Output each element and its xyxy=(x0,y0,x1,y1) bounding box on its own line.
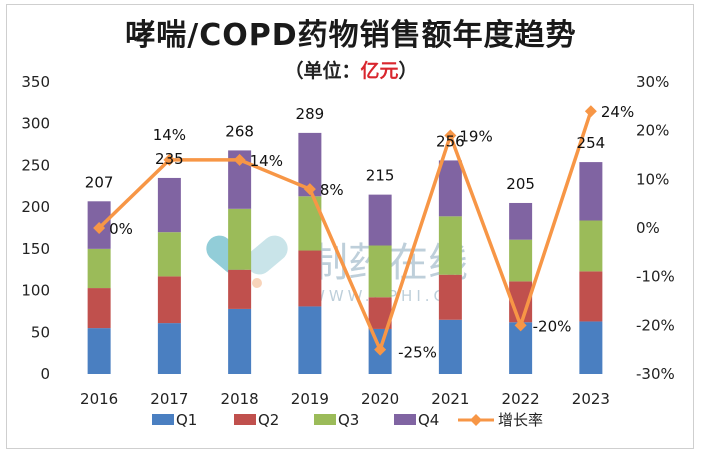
total-label: 256 xyxy=(436,132,465,150)
chart-subtitle: （单位：亿元） xyxy=(0,56,702,83)
y-right-tick-label: -30% xyxy=(636,365,675,383)
subtitle-suffix: ） xyxy=(398,60,418,82)
y-right-tick-label: 0% xyxy=(636,219,660,237)
bar-q4 xyxy=(368,194,392,246)
legend-label: Q1 xyxy=(176,411,197,429)
legend-swatch-q4 xyxy=(394,414,416,425)
y-left-tick-label: 300 xyxy=(21,115,50,133)
growth-label: -25% xyxy=(398,344,437,362)
bar-q1 xyxy=(298,306,322,374)
bar-q4 xyxy=(509,202,533,240)
growth-point xyxy=(514,319,527,332)
growth-line-layer xyxy=(93,105,597,356)
subtitle-unit: 亿元 xyxy=(360,60,399,82)
bar-q2 xyxy=(298,250,322,307)
growth-point xyxy=(303,183,316,196)
x-tick-label: 2018 xyxy=(221,390,259,408)
y-right-tick-label: 10% xyxy=(636,170,669,188)
bar-q4 xyxy=(298,132,322,197)
x-tick-label: 2022 xyxy=(502,390,540,408)
bar-q1 xyxy=(157,323,181,374)
legend-label: Q3 xyxy=(338,411,359,429)
data-labels: 207 235 268 289 215 256 205 254 0% 14% 14% 8% -25% 19… xyxy=(85,103,634,361)
growth-label: 8% xyxy=(320,181,344,199)
y-left-tick-label: 350 xyxy=(21,73,50,91)
growth-label: 0% xyxy=(109,220,133,238)
bar-q3 xyxy=(87,248,111,289)
total-label: 268 xyxy=(225,122,254,140)
bar-q3 xyxy=(579,220,603,272)
growth-label: -20% xyxy=(533,317,572,335)
legend-marker-growth xyxy=(470,414,482,426)
x-tick-label: 2017 xyxy=(150,390,188,408)
growth-label: 14% xyxy=(153,126,186,144)
bar-q1 xyxy=(509,322,533,374)
axes: 050100150200250300350-30%-20%-10%0%10%20… xyxy=(21,73,674,408)
y-right-tick-label: 30% xyxy=(636,73,669,91)
legend: Q1 Q2 Q3 Q4 增长率 xyxy=(152,411,543,429)
bar-q4 xyxy=(157,177,181,233)
legend-swatch-q1 xyxy=(152,414,174,425)
bar-q3 xyxy=(438,216,462,275)
growth-label: 14% xyxy=(250,152,283,170)
growth-point xyxy=(584,105,597,118)
bar-q1 xyxy=(228,308,252,374)
y-left-tick-label: 100 xyxy=(21,282,50,300)
bar-q2 xyxy=(579,271,603,322)
bar-q4 xyxy=(438,160,462,217)
bar-q1 xyxy=(579,321,603,374)
bars xyxy=(87,132,603,374)
legend-label: Q2 xyxy=(258,411,279,429)
x-tick-label: 2021 xyxy=(431,390,469,408)
y-left-tick-label: 0 xyxy=(40,365,50,383)
bar-q2 xyxy=(368,297,392,329)
subtitle-prefix: （单位： xyxy=(284,60,361,82)
y-left-tick-label: 250 xyxy=(21,156,50,174)
growth-point xyxy=(93,222,106,234)
total-label: 215 xyxy=(366,167,395,185)
legend-label: Q4 xyxy=(418,411,439,429)
bar-q3 xyxy=(298,196,322,251)
y-right-tick-label: -10% xyxy=(636,268,675,286)
bar-q2 xyxy=(157,276,181,324)
bar-q4 xyxy=(228,150,252,209)
total-label: 235 xyxy=(155,150,184,168)
growth-point xyxy=(163,153,176,166)
y-left-tick-label: 150 xyxy=(21,240,50,258)
bar-q3 xyxy=(157,232,181,277)
chart-title: 哮喘/COPD药物销售额年度趋势 xyxy=(125,18,577,53)
bar-q2 xyxy=(438,274,462,320)
growth-point xyxy=(374,343,387,356)
bar-q2 xyxy=(87,288,111,329)
bar-q3 xyxy=(368,245,392,298)
growth-label: 19% xyxy=(459,128,492,146)
x-tick-label: 2023 xyxy=(572,390,610,408)
chart-frame xyxy=(6,4,694,449)
bar-q4 xyxy=(579,162,603,221)
bar-q1 xyxy=(438,319,462,374)
legend-label: 增长率 xyxy=(498,411,543,429)
y-right-tick-label: 20% xyxy=(636,122,669,140)
bar-q3 xyxy=(228,208,252,270)
y-right-tick-label: -20% xyxy=(636,316,675,334)
x-tick-label: 2019 xyxy=(291,390,329,408)
total-label: 207 xyxy=(85,173,114,191)
x-tick-label: 2016 xyxy=(80,390,118,408)
x-tick-label: 2020 xyxy=(361,390,399,408)
legend-swatch-q2 xyxy=(234,414,256,425)
total-label: 205 xyxy=(506,175,535,193)
growth-point xyxy=(444,129,457,142)
bar-q2 xyxy=(228,269,252,309)
total-label: 289 xyxy=(296,105,325,123)
bar-q1 xyxy=(87,328,111,374)
legend-swatch-q3 xyxy=(314,414,336,425)
y-left-tick-label: 50 xyxy=(31,323,50,341)
growth-line xyxy=(97,110,593,352)
bar-q3 xyxy=(509,239,533,282)
growth-label: 24% xyxy=(601,103,634,121)
growth-point xyxy=(233,153,246,166)
y-left-tick-label: 200 xyxy=(21,198,50,216)
total-label: 254 xyxy=(577,134,606,152)
